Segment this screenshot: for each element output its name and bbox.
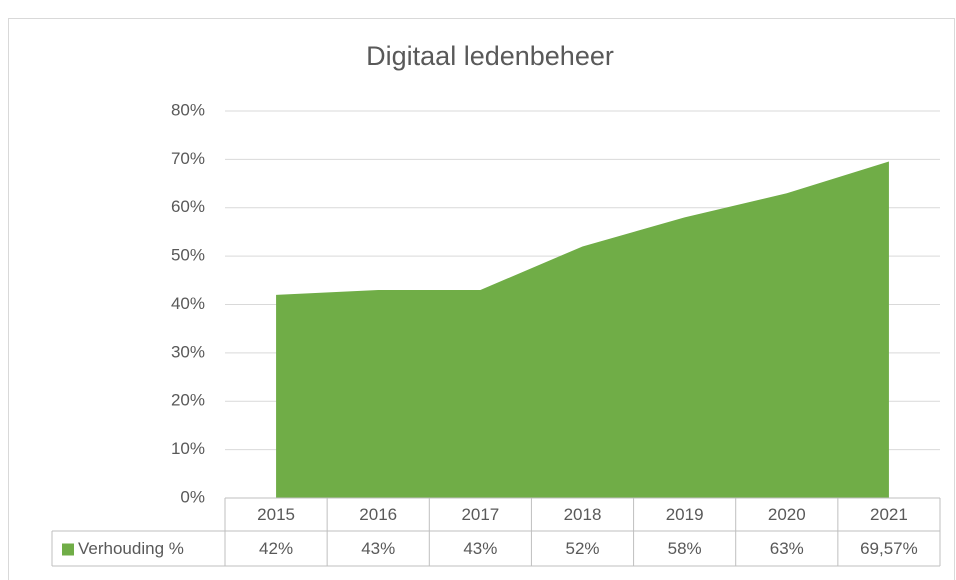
x-tick-label: 2020 xyxy=(768,505,806,524)
y-tick-label: 40% xyxy=(171,294,205,313)
x-tick-label: 2015 xyxy=(257,505,295,524)
y-tick-label: 50% xyxy=(171,246,205,265)
legend-label: Verhouding % xyxy=(78,539,184,558)
y-tick-label: 70% xyxy=(171,149,205,168)
area xyxy=(276,161,889,498)
y-tick-label: 0% xyxy=(180,487,205,506)
chart-title: Digitaal ledenbeheer xyxy=(366,41,614,71)
data-label: 58% xyxy=(668,539,702,558)
data-label: 63% xyxy=(770,539,804,558)
data-label: 52% xyxy=(565,539,599,558)
data-label: 42% xyxy=(259,539,293,558)
legend-swatch xyxy=(62,543,74,556)
x-tick-label: 2018 xyxy=(564,505,602,524)
x-tick-label: 2019 xyxy=(666,505,704,524)
data-label: 69,57% xyxy=(860,539,918,558)
y-tick-label: 20% xyxy=(171,391,205,410)
x-tick-label: 2017 xyxy=(461,505,499,524)
data-label: 43% xyxy=(361,539,395,558)
x-tick-label: 2016 xyxy=(359,505,397,524)
y-tick-label: 30% xyxy=(171,342,205,361)
y-tick-label: 80% xyxy=(171,100,205,119)
y-tick-label: 10% xyxy=(171,439,205,458)
data-label: 43% xyxy=(463,539,497,558)
y-tick-label: 60% xyxy=(171,197,205,216)
x-tick-label: 2021 xyxy=(870,505,908,524)
